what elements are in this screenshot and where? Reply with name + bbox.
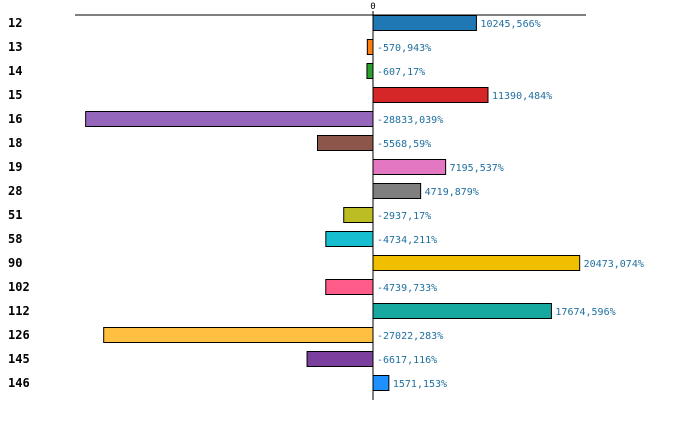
value-label-18: -5568,59% bbox=[377, 139, 431, 150]
bar-146 bbox=[372, 375, 390, 391]
category-label-13: 13 bbox=[8, 40, 22, 54]
category-label-145: 145 bbox=[8, 352, 30, 366]
value-label-14: -607,17% bbox=[377, 67, 425, 78]
bar-126 bbox=[103, 327, 374, 343]
category-label-112: 112 bbox=[8, 304, 30, 318]
category-label-19: 19 bbox=[8, 160, 22, 174]
value-label-146: 1571,153% bbox=[393, 379, 447, 390]
bar-58 bbox=[325, 231, 374, 247]
bar-90 bbox=[372, 255, 581, 271]
zero-tick-label: 0 bbox=[370, 2, 375, 12]
bar-112 bbox=[372, 303, 552, 319]
value-label-13: -570,943% bbox=[377, 43, 431, 54]
bar-12 bbox=[372, 15, 477, 31]
bar-18 bbox=[317, 135, 374, 151]
value-label-145: -6617,116% bbox=[377, 355, 437, 366]
labels-layer: 12 10245,566% 13 -570,943% 14 -607,17% 15 11390… bbox=[8, 16, 644, 390]
bars-layer bbox=[85, 15, 581, 391]
category-label-102: 102 bbox=[8, 280, 30, 294]
bar-15 bbox=[372, 87, 489, 103]
value-label-16: -28833,039% bbox=[377, 115, 443, 126]
category-label-126: 126 bbox=[8, 328, 30, 342]
category-label-51: 51 bbox=[8, 208, 22, 222]
category-label-18: 18 bbox=[8, 136, 22, 150]
bar-51 bbox=[343, 207, 374, 223]
value-label-58: -4734,211% bbox=[377, 235, 437, 246]
bar-102 bbox=[325, 279, 374, 295]
value-label-28: 4719,879% bbox=[425, 187, 479, 198]
bar-14 bbox=[366, 63, 374, 79]
value-label-15: 11390,484% bbox=[492, 91, 552, 102]
category-label-146: 146 bbox=[8, 376, 30, 390]
category-label-58: 58 bbox=[8, 232, 22, 246]
bar-19 bbox=[372, 159, 447, 175]
value-label-112: 17674,596% bbox=[555, 307, 615, 318]
bar-13 bbox=[366, 39, 374, 55]
value-label-126: -27022,283% bbox=[377, 331, 443, 342]
category-label-15: 15 bbox=[8, 88, 22, 102]
category-label-90: 90 bbox=[8, 256, 22, 270]
category-label-28: 28 bbox=[8, 184, 22, 198]
value-label-19: 7195,537% bbox=[450, 163, 504, 174]
category-label-14: 14 bbox=[8, 64, 22, 78]
bar-16 bbox=[85, 111, 374, 127]
value-label-102: -4739,733% bbox=[377, 283, 437, 294]
bar-145 bbox=[306, 351, 374, 367]
category-label-16: 16 bbox=[8, 112, 22, 126]
category-label-12: 12 bbox=[8, 16, 22, 30]
value-label-90: 20473,074% bbox=[584, 259, 644, 270]
value-label-51: -2937,17% bbox=[377, 211, 431, 222]
value-label-12: 10245,566% bbox=[480, 19, 540, 30]
bar-28 bbox=[372, 183, 422, 199]
